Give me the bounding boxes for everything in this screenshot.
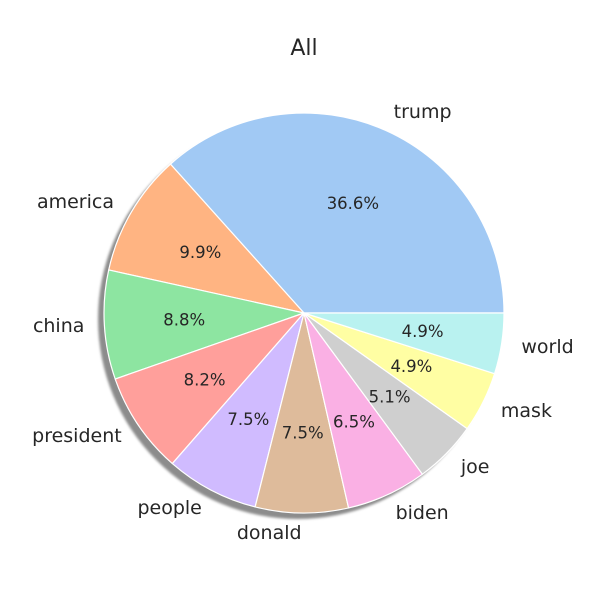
pie-labels: trump 36.6% america 9.9% china 8.8% president 8… xyxy=(32,101,574,544)
slice-label-biden: biden xyxy=(396,502,449,524)
pie-slice-trump xyxy=(169,112,505,314)
slice-label-joe: joe xyxy=(460,456,490,478)
slice-percent-trump: 36.6% xyxy=(327,194,379,213)
slice-percent-mask: 4.9% xyxy=(390,357,432,376)
slice-percent-joe: 5.1% xyxy=(369,388,411,407)
slice-percent-biden: 6.5% xyxy=(333,413,375,432)
pie-slice-people xyxy=(171,312,305,508)
pie-slice-america xyxy=(108,163,305,314)
slice-percent-world: 4.9% xyxy=(402,322,444,341)
slice-percent-china: 8.8% xyxy=(163,311,205,330)
slice-percent-donald: 7.5% xyxy=(282,423,324,442)
slice-label-trump: trump xyxy=(394,101,452,123)
pie-slice-president xyxy=(114,312,305,465)
slice-label-president: president xyxy=(32,425,122,447)
slice-percent-people: 7.5% xyxy=(227,410,269,429)
pie-slice-china xyxy=(103,269,305,380)
pie-slice-donald xyxy=(254,312,350,514)
slice-percent-president: 8.2% xyxy=(184,371,226,390)
slice-label-world: world xyxy=(521,336,573,358)
slice-label-people: people xyxy=(137,497,201,519)
slice-percent-america: 9.9% xyxy=(179,243,221,262)
slice-label-america: america xyxy=(37,191,114,213)
slice-label-donald: donald xyxy=(237,522,302,544)
pie-slices xyxy=(103,112,505,514)
slice-label-mask: mask xyxy=(501,400,552,422)
slice-label-china: china xyxy=(33,315,84,337)
chart-title: All xyxy=(290,36,317,61)
pie-slice-world xyxy=(303,312,505,375)
